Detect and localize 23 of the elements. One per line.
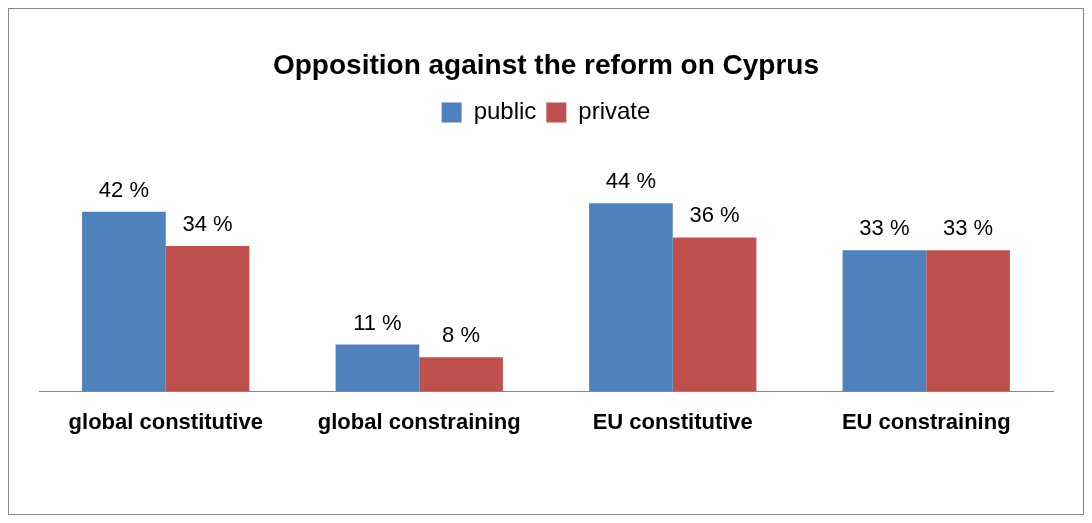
bar — [82, 211, 166, 392]
data-label: 34 % — [182, 211, 233, 237]
bar — [842, 250, 927, 392]
chart-title: Opposition against the reform on Cyprus — [272, 48, 820, 80]
x-tick-label: EU constraining — [841, 408, 1011, 434]
x-tick-label: EU constitutive — [592, 408, 753, 434]
data-label: 11 % — [353, 309, 402, 335]
data-label: 42 % — [98, 176, 149, 202]
x-tick-label: global constitutive — [68, 408, 263, 434]
x-tick-label: global constraining — [317, 408, 521, 434]
bar — [165, 245, 250, 392]
legend-label: public — [473, 97, 537, 125]
data-label: 36 % — [689, 202, 740, 228]
bar — [672, 237, 757, 392]
bar — [589, 203, 673, 392]
data-label: 33 % — [859, 215, 910, 241]
bar — [335, 344, 420, 392]
bar — [926, 250, 1010, 392]
data-label: 44 % — [605, 168, 656, 194]
legend-label: private — [578, 97, 651, 125]
data-label: 8 % — [442, 322, 481, 348]
data-label: 33 % — [943, 215, 994, 241]
bar — [419, 357, 503, 392]
